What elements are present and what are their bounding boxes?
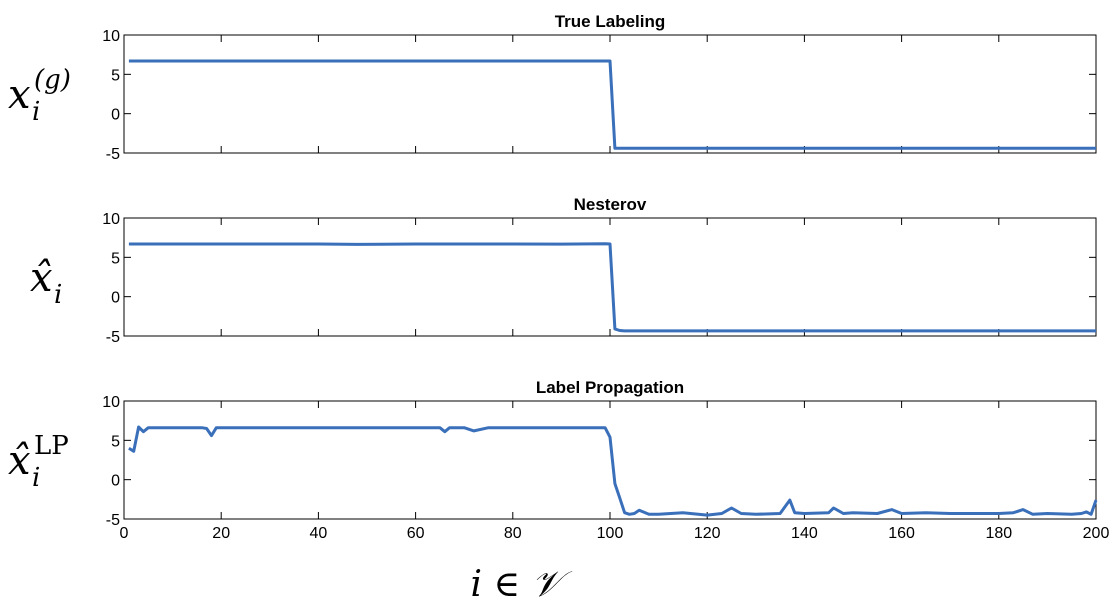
y-tick-label: 10 [102,211,120,228]
y-tick-label: -5 [106,512,120,529]
x-tick-label: 20 [212,525,230,542]
panel-title: Nesterov [574,195,647,214]
y-axis-label: xi(g) [8,65,71,127]
panel-2: Nesterov 10 5 0 -5 x̂i [30,195,1097,346]
x-tick-label: 0 [120,525,129,542]
series-line [128,59,1096,150]
panels: True Labeling1050-5xi(g)Nesterov1050-5x̂… [8,12,1109,542]
y-tick-label: -5 [106,146,120,163]
y-tick-label: 5 [111,433,120,450]
axes-box [123,400,1097,520]
y-tick-label: 10 [102,28,120,45]
series-line [128,425,1098,517]
panel-title: Label Propagation [536,378,684,397]
y-tick-label: 0 [111,290,120,307]
y-tick-label: 5 [111,67,120,84]
x-tick-label: 180 [985,525,1012,542]
x-axis-label: i ∈ 𝒱 [470,564,572,605]
x-tick-label: 200 [1083,525,1110,542]
y-tick-label: 0 [111,473,120,490]
x-tick-label: 40 [310,525,328,542]
panel-1: True Labeling 10 5 0 -5 xi(g) [8,12,1097,163]
y-tick-label: 10 [102,394,120,411]
x-tick-label: 80 [504,525,522,542]
x-tick-label: 60 [407,525,425,542]
series-line [128,242,1096,333]
y-tick-label: -5 [106,329,120,346]
x-tick-label: 160 [888,525,915,542]
axes-box [123,217,1097,337]
y-axis-label: x̂iLP [8,431,69,493]
y-axis-label: x̂i [30,255,62,310]
panel-title: True Labeling [555,12,666,31]
y-tick-label: 0 [111,107,120,124]
x-tick-label: 100 [597,525,624,542]
x-tick-label: 120 [694,525,721,542]
y-tick-label: 5 [111,250,120,267]
x-tick-label: 140 [791,525,818,542]
axes-box [123,34,1097,154]
